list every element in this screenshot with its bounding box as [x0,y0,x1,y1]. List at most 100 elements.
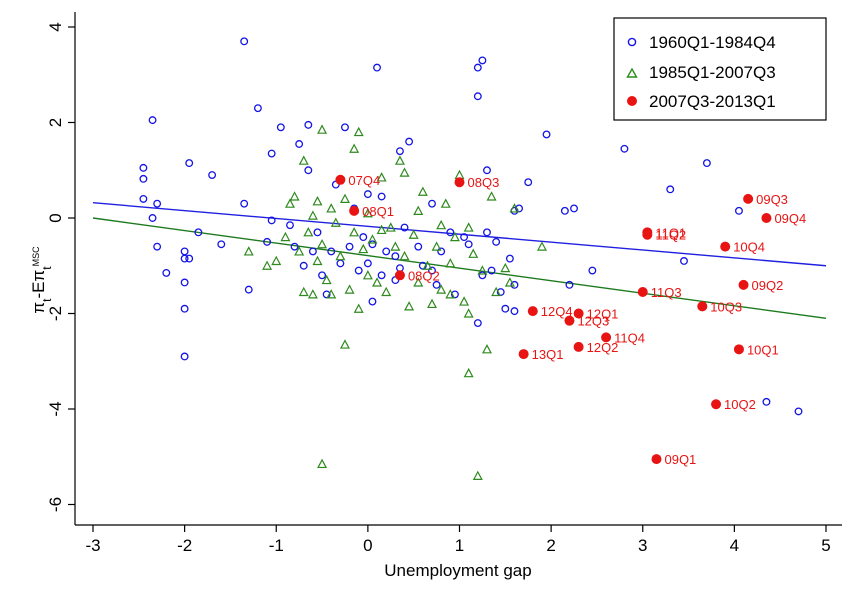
data-point-series-1 [185,159,194,168]
data-point-series-2 [349,227,360,237]
legend-marker-filled-circle-icon [627,96,637,106]
data-point-series-2 [339,193,350,203]
data-point-series-1 [336,259,345,268]
data-point-series-1 [794,407,803,416]
data-point-series-1 [139,163,148,172]
data-point-series-2 [500,262,511,273]
data-point-series-1 [510,280,519,289]
data-point-series-2 [339,339,350,349]
data-point-series-2 [477,265,488,275]
legend-label-2: 1985Q1-2007Q3 [649,63,776,82]
data-point-series-1 [345,242,354,251]
data-point-series-1 [762,397,771,406]
data-point-series-1 [414,242,423,251]
data-point-series-2 [491,286,502,297]
data-point-series-2 [459,296,470,306]
data-point-series-2 [312,196,323,206]
data-point-series-1 [460,233,469,242]
data-point-series-1 [473,319,482,327]
data-point-series-1 [405,137,414,146]
data-point-series-1 [450,290,459,299]
data-point-label: 12Q4 [541,304,573,319]
legend-box [613,17,827,121]
data-point-label: 08Q1 [362,204,394,219]
data-point-series-1 [464,240,473,249]
data-point-series-1 [148,116,157,125]
data-point-series-2 [376,172,387,182]
data-point-series-1 [395,147,404,156]
x-tick-label: 4 [730,536,739,555]
data-point-series-1 [308,247,317,256]
data-point-series-2 [445,258,456,268]
data-point-series-1 [240,199,249,208]
data-point-series-1 [501,304,510,313]
y-tick-label: 2 [46,118,65,127]
data-point-series-2 [321,274,332,285]
data-point-series-1 [483,228,491,237]
data-point-series-2 [408,229,419,239]
data-point-series-1 [240,37,249,46]
data-point-series-1 [560,206,569,215]
data-point-series-3 [738,279,749,290]
data-point-series-2 [367,234,378,244]
data-point-series-2 [358,243,369,254]
data-point-series-1 [253,104,262,113]
data-point-series-1 [478,56,487,65]
data-point-series-1 [341,123,349,132]
data-point-series-1 [267,216,276,225]
data-point-series-1 [180,278,189,287]
data-point-series-1 [139,194,148,203]
data-point-label: 09Q4 [774,211,806,226]
data-point-series-2 [536,241,547,251]
data-point-label: 09Q3 [756,192,788,207]
data-point-series-1 [505,254,514,263]
data-point-label: 11Q2 [655,228,686,243]
data-point-series-1 [148,214,157,222]
data-point-series-1 [428,266,436,275]
x-tick-label: 3 [638,536,647,555]
data-point-series-1 [368,240,377,249]
data-point-label: 09Q1 [664,452,696,467]
data-point-series-1 [588,266,597,275]
data-point-series-2 [326,203,337,213]
legend: 1960Q1-1984Q4 1985Q1-2007Q3 2007Q3-2013Q… [613,17,827,121]
x-tick-label: -2 [177,536,192,555]
data-point-series-2 [463,222,474,232]
data-point-series-1 [359,233,368,242]
data-point-series-2 [289,191,300,201]
data-point-series-2 [349,143,360,153]
data-point-series-1 [244,285,253,294]
data-point-series-2 [399,250,410,261]
data-point-series-2 [472,470,483,480]
data-point-series-2 [330,217,341,227]
data-point-series-1 [276,123,285,132]
data-point-series-2 [463,367,474,378]
data-point-label: 11Q1 [655,225,686,240]
data-point-series-3 [394,270,405,281]
data-point-series-2 [271,255,282,266]
data-point-series-1 [180,304,189,313]
data-point-series-2 [385,222,396,232]
data-point-series-2 [298,155,309,165]
x-tick-label: 5 [821,536,830,555]
data-point-series-1 [354,266,363,275]
data-point-series-2 [298,286,309,297]
data-point-series-1 [735,206,743,215]
data-point-series-2 [312,255,323,266]
data-point-series-1 [290,242,299,251]
data-point-series-1 [432,280,441,289]
y-tick-label: -2 [46,306,65,321]
data-point-series-3 [720,241,731,252]
data-point-label: 11Q4 [614,330,645,345]
data-point-series-2 [431,241,442,251]
y-axis-title: πt-EπtMSC [29,246,54,314]
data-point-label: 12Q1 [587,307,619,322]
data-point-series-1 [162,268,171,277]
data-point-series-1 [666,185,675,194]
data-point-label: 10Q4 [733,240,765,255]
data-point-series-1 [295,140,304,148]
data-point-series-1 [542,130,551,139]
data-point-series-2 [353,126,364,137]
data-point-series-3 [637,287,648,298]
